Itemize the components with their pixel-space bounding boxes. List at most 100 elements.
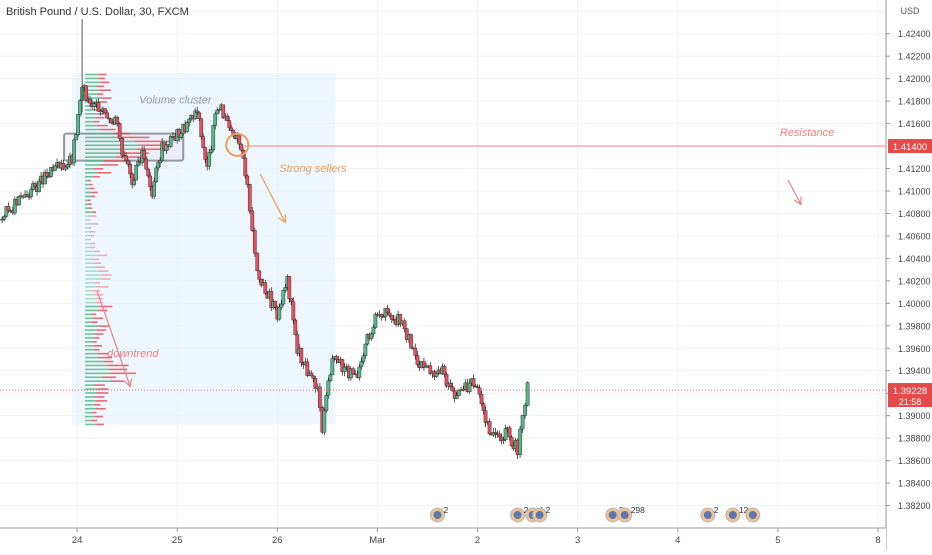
volume-bar-up — [85, 411, 93, 414]
volume-bar-down — [91, 223, 99, 225]
volume-bar-up — [85, 400, 96, 402]
volume-bar-down — [97, 172, 112, 174]
volume-bar-up — [85, 356, 99, 359]
candle-down — [413, 347, 418, 356]
candle-up — [328, 374, 333, 382]
volume-bar-down — [101, 278, 111, 280]
annotation-label: Resistance — [780, 127, 834, 139]
candle-up — [31, 183, 35, 190]
candle-up — [369, 333, 374, 339]
volume-bar-up — [85, 128, 100, 131]
volume-bar-up — [85, 242, 91, 245]
volume-bar-up — [85, 368, 109, 371]
candle-down — [269, 291, 274, 309]
volume-bar-up — [85, 309, 98, 312]
candle-down — [199, 118, 204, 138]
volume-bar-down — [93, 120, 100, 123]
time-axis[interactable]: 24 25 26 Mar 2 3 4 5 8 — [0, 527, 886, 550]
candle-down — [239, 143, 244, 151]
volume-bar-down — [96, 407, 106, 410]
countdown-label: 21:58 — [899, 397, 922, 407]
volume-bar-down — [90, 234, 95, 237]
price-tick-label: 1.40800 — [898, 209, 931, 219]
volume-bar-up — [85, 301, 95, 304]
candle-down — [117, 123, 122, 139]
volume-bar-up — [85, 136, 119, 139]
candle-up — [330, 358, 335, 376]
candle-down — [509, 436, 514, 447]
candle-down — [237, 134, 242, 145]
volume-bar-down — [90, 242, 96, 245]
volume-bar-up — [85, 179, 89, 182]
volume-bar-up — [85, 286, 97, 288]
candle-up — [78, 100, 82, 115]
volume-bar-down — [94, 403, 101, 406]
drawing-lines — [0, 132, 886, 391]
volume-bar-up — [85, 109, 96, 111]
candle-down — [428, 365, 433, 375]
candle-up — [357, 366, 362, 378]
volume-bar-down — [95, 400, 108, 402]
volume-bar-down — [94, 337, 100, 339]
volume-bar-up — [85, 258, 93, 261]
volume-bar-up — [85, 270, 99, 272]
volume-bar-up — [85, 246, 91, 249]
candle-down — [497, 433, 502, 438]
candles[interactable] — [0, 19, 530, 460]
volume-profile-range — [72, 73, 336, 425]
price-tick-label: 1.40200 — [898, 276, 931, 286]
candle-up — [365, 333, 370, 345]
economic-events[interactable]: 22422298212 — [429, 505, 761, 523]
volume-bar-down — [87, 199, 91, 202]
volume-bar-up — [85, 144, 140, 147]
candle-down — [291, 301, 296, 321]
volume-bar-up — [85, 313, 91, 316]
volume-bar-down — [96, 392, 109, 394]
volume-bar-up — [85, 132, 113, 135]
candle-up — [37, 181, 41, 192]
candle-down — [499, 436, 504, 442]
volume-bar-down — [87, 219, 91, 221]
price-tick-label: 1.41800 — [898, 97, 931, 107]
price-axis[interactable]: USD 1.38200 1.38400 1.38600 1.38800 1.39000 1.… — [885, 0, 932, 550]
candle-down — [422, 361, 426, 368]
candle-down — [273, 301, 278, 308]
candle-down — [250, 210, 255, 231]
volume-bar-up — [85, 262, 94, 265]
volume-bar-down — [99, 128, 116, 131]
volume-bar-down — [92, 411, 97, 414]
price-tick-label: 1.40400 — [898, 254, 931, 264]
candle-up — [373, 313, 378, 328]
strong-sellers-arrow — [259, 173, 286, 223]
volume-bar-down — [91, 191, 98, 194]
volume-bar-up — [85, 376, 102, 379]
volume-bar-up — [85, 234, 91, 237]
volume-bar-up — [85, 392, 97, 394]
candle-down — [481, 403, 486, 411]
volume-bar-down — [96, 286, 109, 288]
volume-bar-down — [118, 136, 150, 139]
candle-down — [477, 387, 482, 395]
volume-bar-up — [85, 333, 95, 335]
volume-bar-down — [98, 254, 108, 257]
price-tick-label: 1.41200 — [898, 164, 931, 174]
volume-bar-up — [85, 215, 92, 217]
volume-bar-down — [91, 215, 97, 217]
volume-bar-up — [85, 419, 92, 422]
volume-bar-down — [98, 270, 109, 272]
candle-up — [209, 149, 214, 153]
candle-down — [245, 175, 250, 185]
volume-bar-up — [85, 81, 101, 84]
candle-down — [126, 160, 130, 165]
volume-bar-down — [115, 156, 142, 158]
volume-bar-down — [110, 380, 125, 382]
time-tick-label: Mar — [369, 535, 385, 546]
candle-down — [61, 162, 66, 170]
event-flag-inner — [748, 511, 757, 519]
candle-down — [404, 328, 409, 340]
volume-bar-up — [85, 227, 89, 229]
candle-up — [326, 380, 331, 396]
candle-down — [243, 157, 248, 177]
